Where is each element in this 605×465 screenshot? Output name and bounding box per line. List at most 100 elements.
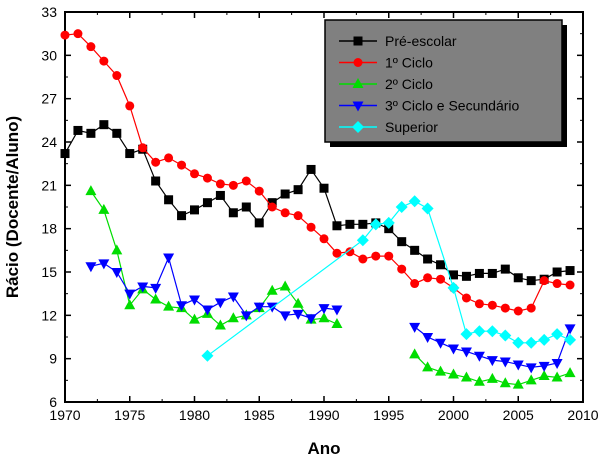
data-point	[525, 374, 537, 385]
data-point	[564, 324, 576, 335]
data-point	[461, 271, 471, 281]
legend-label: Superior	[385, 119, 438, 135]
data-point	[422, 361, 434, 372]
x-tick-label: 2000	[438, 407, 469, 423]
series-2	[85, 185, 576, 389]
y-tick-label: 24	[41, 134, 57, 150]
data-point	[552, 279, 562, 289]
data-point	[449, 270, 458, 280]
data-point	[448, 344, 459, 355]
data-point	[486, 356, 498, 367]
data-point	[500, 303, 510, 313]
data-point	[138, 143, 148, 153]
data-point	[306, 164, 316, 174]
data-point	[397, 237, 407, 247]
data-point	[538, 370, 550, 380]
y-tick-label: 21	[41, 177, 57, 193]
series-3	[85, 253, 576, 374]
data-point	[319, 183, 329, 193]
data-point	[163, 300, 175, 311]
data-point	[382, 216, 395, 229]
data-point	[499, 377, 511, 388]
data-point	[227, 312, 239, 323]
legend-marker	[352, 101, 364, 112]
data-point	[305, 314, 317, 325]
data-point	[539, 276, 549, 286]
data-point	[86, 42, 96, 52]
data-point	[292, 297, 304, 308]
data-point	[487, 300, 497, 310]
data-point	[73, 29, 83, 39]
data-point	[499, 329, 512, 342]
data-point	[124, 299, 136, 310]
legend-marker	[352, 121, 364, 133]
y-tick-label: 30	[41, 47, 57, 63]
data-point	[358, 254, 368, 264]
data-point	[151, 157, 161, 167]
data-point	[240, 311, 252, 322]
data-point	[279, 280, 291, 291]
data-point	[189, 295, 200, 306]
data-point	[460, 371, 472, 382]
data-point	[513, 306, 523, 316]
data-point	[410, 279, 420, 289]
data-point	[371, 251, 381, 261]
data-point	[241, 176, 251, 186]
y-tick-label: 6	[49, 394, 57, 410]
data-point	[280, 208, 290, 218]
data-point	[137, 282, 149, 293]
data-point	[474, 299, 484, 309]
data-point	[189, 313, 200, 324]
legend-label: 3º Ciclo e Secundário	[385, 98, 520, 114]
data-point	[202, 198, 212, 208]
data-point	[436, 260, 446, 270]
data-point	[227, 292, 239, 303]
data-point	[513, 273, 523, 283]
data-point	[460, 328, 473, 341]
data-point	[266, 284, 278, 295]
data-point	[279, 311, 291, 322]
data-point	[254, 186, 264, 196]
data-point	[409, 348, 421, 359]
data-point	[436, 274, 446, 284]
data-point	[177, 211, 187, 221]
data-point	[293, 185, 303, 195]
data-point	[201, 349, 214, 362]
data-point	[177, 160, 187, 170]
data-point	[253, 302, 265, 313]
data-point	[564, 367, 576, 378]
data-point	[512, 378, 524, 389]
data-point	[318, 304, 330, 315]
data-point	[409, 322, 421, 333]
data-point	[332, 221, 342, 231]
data-point	[435, 365, 447, 376]
data-point	[267, 202, 277, 212]
y-tick-label: 12	[41, 307, 57, 323]
data-point	[525, 363, 537, 374]
data-point	[85, 185, 97, 196]
data-point	[460, 347, 472, 358]
data-point	[345, 219, 355, 229]
data-point	[565, 280, 575, 290]
data-point	[124, 289, 136, 300]
data-point	[201, 305, 213, 316]
x-tick-label: 1975	[114, 407, 145, 423]
data-point	[369, 218, 382, 231]
data-point	[214, 298, 226, 309]
x-tick-label: 1970	[49, 407, 80, 423]
data-point	[552, 267, 562, 277]
data-point	[228, 180, 238, 190]
legend: Pré-escolar 1º Ciclo 2º Ciclo 3º Ciclo e Se…	[324, 19, 567, 147]
data-point	[525, 336, 538, 349]
y-tick-label: 33	[41, 4, 57, 20]
data-point	[356, 234, 369, 247]
data-point	[473, 325, 486, 338]
data-point	[551, 328, 564, 341]
data-point	[345, 247, 355, 257]
series-4	[201, 195, 577, 362]
data-point	[395, 201, 408, 213]
series-1	[60, 29, 575, 316]
data-point	[565, 266, 575, 276]
